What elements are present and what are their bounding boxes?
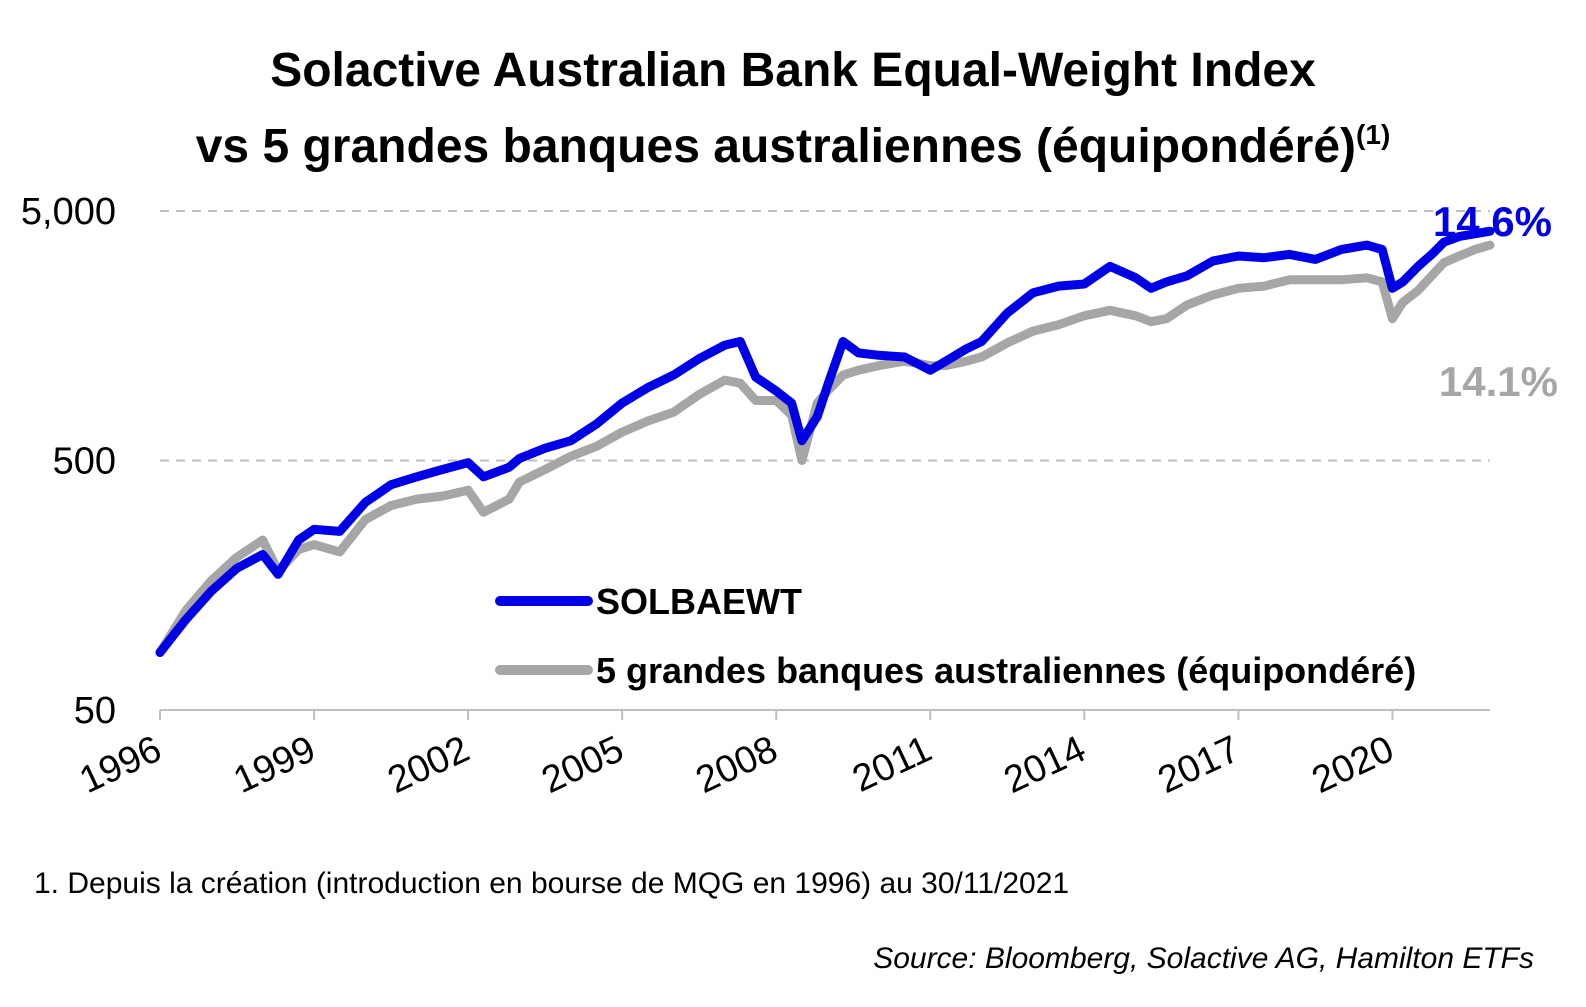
legend-label-big-five-banks: 5 grandes banques australiennes (équipon… <box>596 650 1416 691</box>
legend: SOLBAEWT 5 grandes banques australiennes… <box>495 581 1416 691</box>
y-tick-label-500: 500 <box>53 441 116 483</box>
series-lines <box>155 226 1495 657</box>
x-tick-label-2002: 2002 <box>382 728 476 802</box>
series-line-big-five-banks <box>155 240 1495 657</box>
gridlines <box>160 210 1490 462</box>
series-line-solbaewt <box>155 226 1495 657</box>
x-tick-label-2005: 2005 <box>536 728 630 802</box>
source-note: Source: Bloomberg, Solactive AG, Hamilto… <box>873 942 1534 975</box>
x-tick-label-1999: 1999 <box>227 728 321 802</box>
end-labels: 14.6% 14.1% <box>1433 198 1558 405</box>
end-label-solbaewt: 14.6% <box>1433 198 1552 245</box>
x-tick-label-2014: 2014 <box>998 728 1092 802</box>
x-tick-label-2008: 2008 <box>690 728 784 802</box>
legend-label-solbaewt: SOLBAEWT <box>596 581 802 622</box>
x-tick-label-2020: 2020 <box>1306 728 1400 802</box>
chart-title-superscript: (1) <box>1356 119 1390 150</box>
x-tick-label-1996: 1996 <box>73 728 167 802</box>
x-tick-label-2017: 2017 <box>1152 728 1246 802</box>
chart-title-line1: Solactive Australian Bank Equal-Weight I… <box>270 44 1316 97</box>
chart-title-line2-text: vs 5 grandes banques australiennes (équi… <box>196 120 1356 173</box>
y-tick-label-50: 50 <box>74 690 116 732</box>
x-tick-label-2011: 2011 <box>846 728 938 801</box>
footnote: 1. Depuis la création (introduction en b… <box>34 867 1069 900</box>
end-label-big-five-banks: 14.1% <box>1439 358 1558 405</box>
chart-title-line2: vs 5 grandes banques australiennes (équi… <box>196 119 1391 173</box>
y-tick-label-5000: 5,000 <box>21 191 116 233</box>
